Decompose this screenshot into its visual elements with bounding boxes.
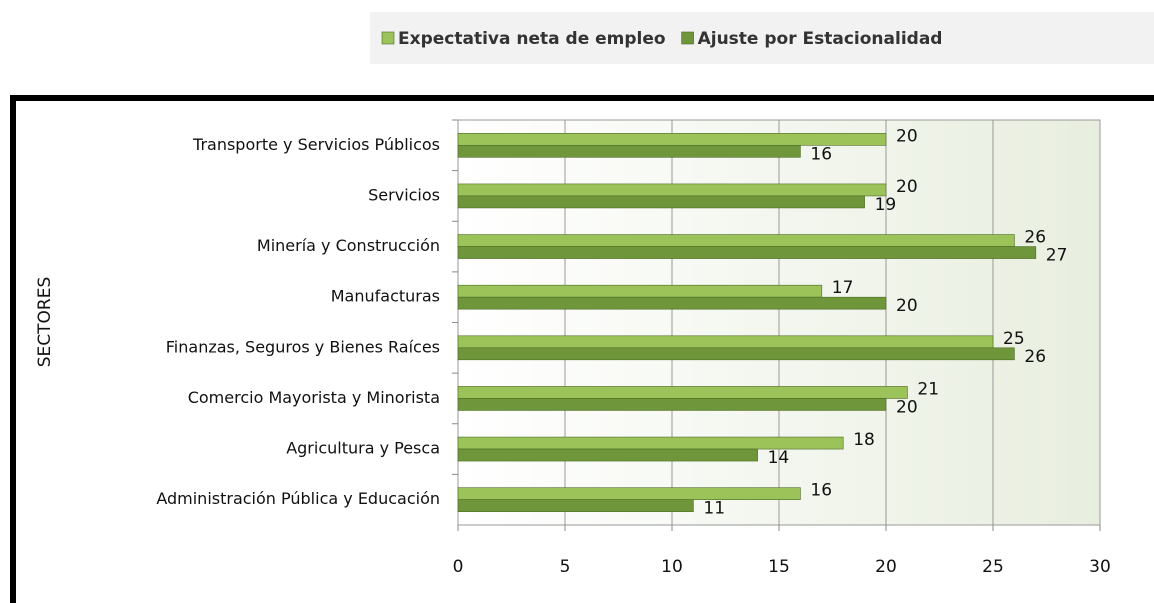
y-tick-label: Finanzas, Seguros y Bienes Raíces	[166, 337, 440, 356]
legend: Expectativa neta de empleo Ajuste por Est…	[381, 29, 943, 49]
bar	[457, 448, 758, 462]
legend-label: Ajuste por Estacionalidad	[698, 29, 943, 49]
value-label: 19	[875, 195, 897, 215]
bar	[457, 284, 823, 298]
value-label: 21	[917, 379, 939, 399]
value-label: 11	[703, 499, 725, 519]
x-tick-label: 5	[560, 557, 571, 577]
value-label: 20	[896, 177, 918, 197]
bar	[457, 296, 887, 310]
legend-label: Expectativa neta de empleo	[398, 29, 666, 49]
x-tick-label: 10	[661, 557, 683, 577]
value-label: 26	[1024, 347, 1046, 367]
bar	[457, 234, 1015, 247]
value-label: 18	[853, 430, 875, 450]
value-label: 20	[896, 126, 918, 146]
bar	[457, 398, 887, 411]
value-label: 25	[1003, 329, 1025, 349]
legend-swatch	[681, 31, 694, 45]
bar	[457, 347, 1015, 361]
y-tick-label: Transporte y Servicios Públicos	[192, 135, 440, 154]
value-label: 27	[1046, 246, 1068, 266]
value-label: 20	[896, 397, 918, 417]
y-tick-label: Agricultura y Pesca	[286, 439, 440, 458]
value-label: 16	[810, 481, 832, 501]
legend-swatch	[381, 31, 395, 45]
bar	[457, 499, 694, 512]
y-tick-label: Administración Pública y Educación	[156, 489, 440, 508]
y-tick-label: Minería y Construcción	[257, 236, 440, 255]
bar	[457, 246, 1037, 259]
x-tick-label: 0	[453, 557, 464, 577]
frame-left	[10, 95, 16, 603]
value-label: 26	[1024, 228, 1046, 248]
bar	[457, 183, 887, 197]
value-label: 17	[832, 278, 854, 298]
value-label: 14	[768, 448, 790, 468]
y-tick-label: Servicios	[368, 185, 440, 204]
bar	[457, 487, 801, 500]
bar	[457, 335, 994, 349]
value-label: 16	[810, 144, 832, 164]
bar	[457, 386, 908, 399]
x-tick-label: 25	[982, 557, 1004, 577]
y-axis-label: SECTORES	[35, 277, 55, 368]
frame-top	[10, 95, 1154, 101]
value-label: 20	[896, 296, 918, 316]
y-tick-label: Comercio Mayorista y Minorista	[188, 388, 440, 407]
bar	[457, 145, 801, 158]
bar	[457, 195, 865, 209]
legend-box	[370, 12, 1154, 64]
x-tick-label: 30	[1089, 557, 1111, 577]
x-tick-label: 15	[768, 557, 790, 577]
y-tick-label: Manufacturas	[331, 287, 440, 306]
x-tick-label: 20	[875, 557, 897, 577]
